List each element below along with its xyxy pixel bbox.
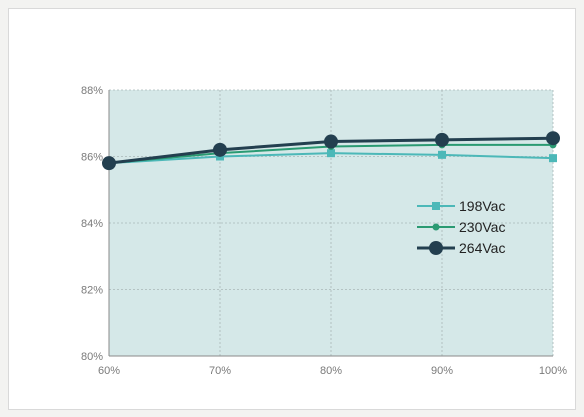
data-point-264Vac-2: [324, 134, 338, 149]
x-tick-label-2: 80%: [320, 365, 342, 377]
y-tick-label-3: 86%: [81, 152, 103, 164]
legend-item-198Vac: 198Vac: [417, 198, 505, 214]
x-tick-label-4: 100%: [539, 365, 567, 377]
y-tick-label-4: 88%: [81, 85, 103, 97]
legend-label-264Vac: 264Vac: [459, 240, 505, 256]
data-point-198Vac-2: [327, 149, 335, 158]
y-tick-label-0: 80%: [81, 351, 103, 363]
axes: [108, 90, 553, 357]
legend: 198Vac 230Vac 264Vac: [417, 198, 505, 256]
series-group: [102, 131, 560, 171]
data-point-264Vac-1: [213, 142, 227, 157]
data-point-264Vac-0: [102, 156, 116, 171]
x-tick-label-1: 70%: [209, 365, 231, 377]
legend-marker-230Vac: [432, 223, 440, 231]
legend-marker-198Vac: [432, 202, 440, 210]
x-tick-label-0: 60%: [98, 365, 120, 377]
data-point-198Vac-3: [438, 150, 446, 159]
y-tick-label-2: 84%: [81, 218, 103, 230]
x-axis-ticks: 60% 70% 80% 90% 100%: [98, 365, 567, 377]
series-264Vac: [102, 131, 560, 171]
x-tick-label-3: 90%: [431, 365, 453, 377]
legend-item-264Vac: 264Vac: [417, 240, 505, 256]
legend-label-198Vac: 198Vac: [459, 198, 505, 214]
legend-label-230Vac: 230Vac: [459, 219, 505, 235]
data-point-264Vac-4: [546, 131, 560, 146]
y-axis-ticks: 80% 82% 84% 86% 88%: [81, 85, 103, 363]
data-point-264Vac-3: [435, 132, 449, 147]
line-chart: 80% 82% 84% 86% 88% 60% 70% 80% 90% 100% 198Vac 2…: [81, 85, 567, 377]
legend-marker-264Vac: [429, 241, 443, 255]
data-point-198Vac-4: [549, 154, 557, 163]
legend-item-230Vac: 230Vac: [417, 219, 505, 235]
y-tick-label-1: 82%: [81, 285, 103, 297]
chart-container: 80% 82% 84% 86% 88% 60% 70% 80% 90% 100% 198Vac 2…: [8, 8, 576, 410]
